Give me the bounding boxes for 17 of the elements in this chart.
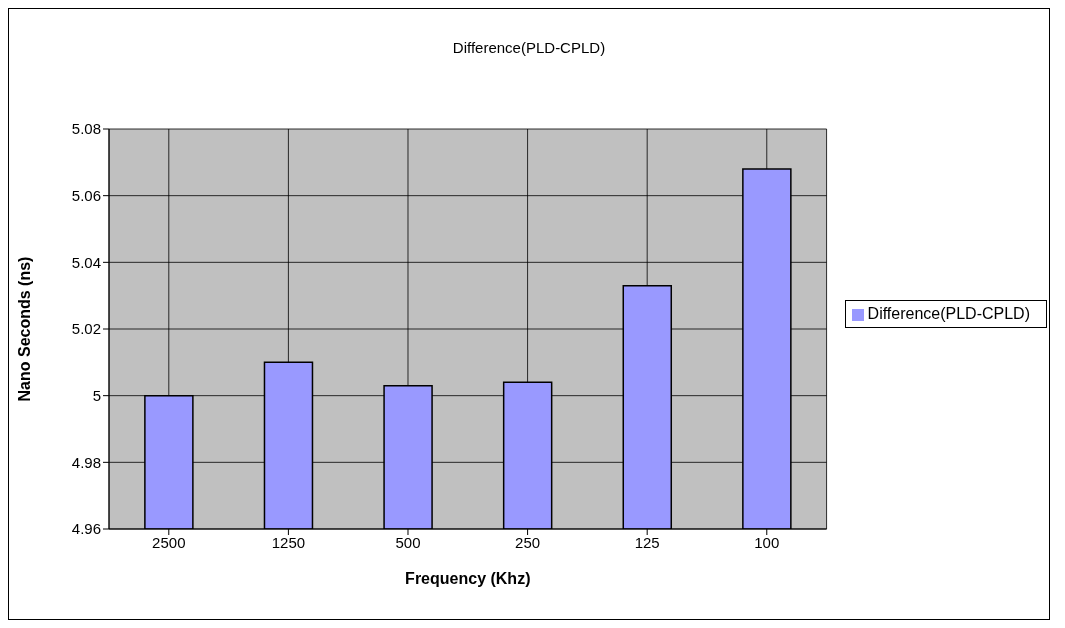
y-tick-label: 5	[92, 386, 101, 404]
x-tick-label: 125	[634, 533, 660, 551]
y-tick-label: 5.06	[71, 186, 101, 204]
chart-title: Difference(PLD-CPLD)	[451, 39, 607, 56]
x-tick-label: 1250	[271, 533, 306, 551]
y-tick-label: 4.98	[71, 453, 101, 471]
y-tick-label: 4.96	[71, 520, 101, 538]
y-axis-title: Nano Seconds (ns)	[15, 256, 33, 402]
x-tick-label: 500	[395, 533, 421, 551]
y-tick-label: 5.08	[71, 120, 101, 138]
legend-label: Difference(PLD-CPLD)	[867, 305, 1030, 322]
x-axis-title: Frequency (Khz)	[405, 570, 531, 587]
y-tick-label: 5.04	[71, 253, 101, 271]
x-tick-label: 250	[515, 533, 541, 551]
x-tick-label: 100	[754, 533, 780, 551]
y-tick-label: 5.02	[71, 320, 101, 338]
x-tick-label: 2500	[152, 533, 186, 551]
